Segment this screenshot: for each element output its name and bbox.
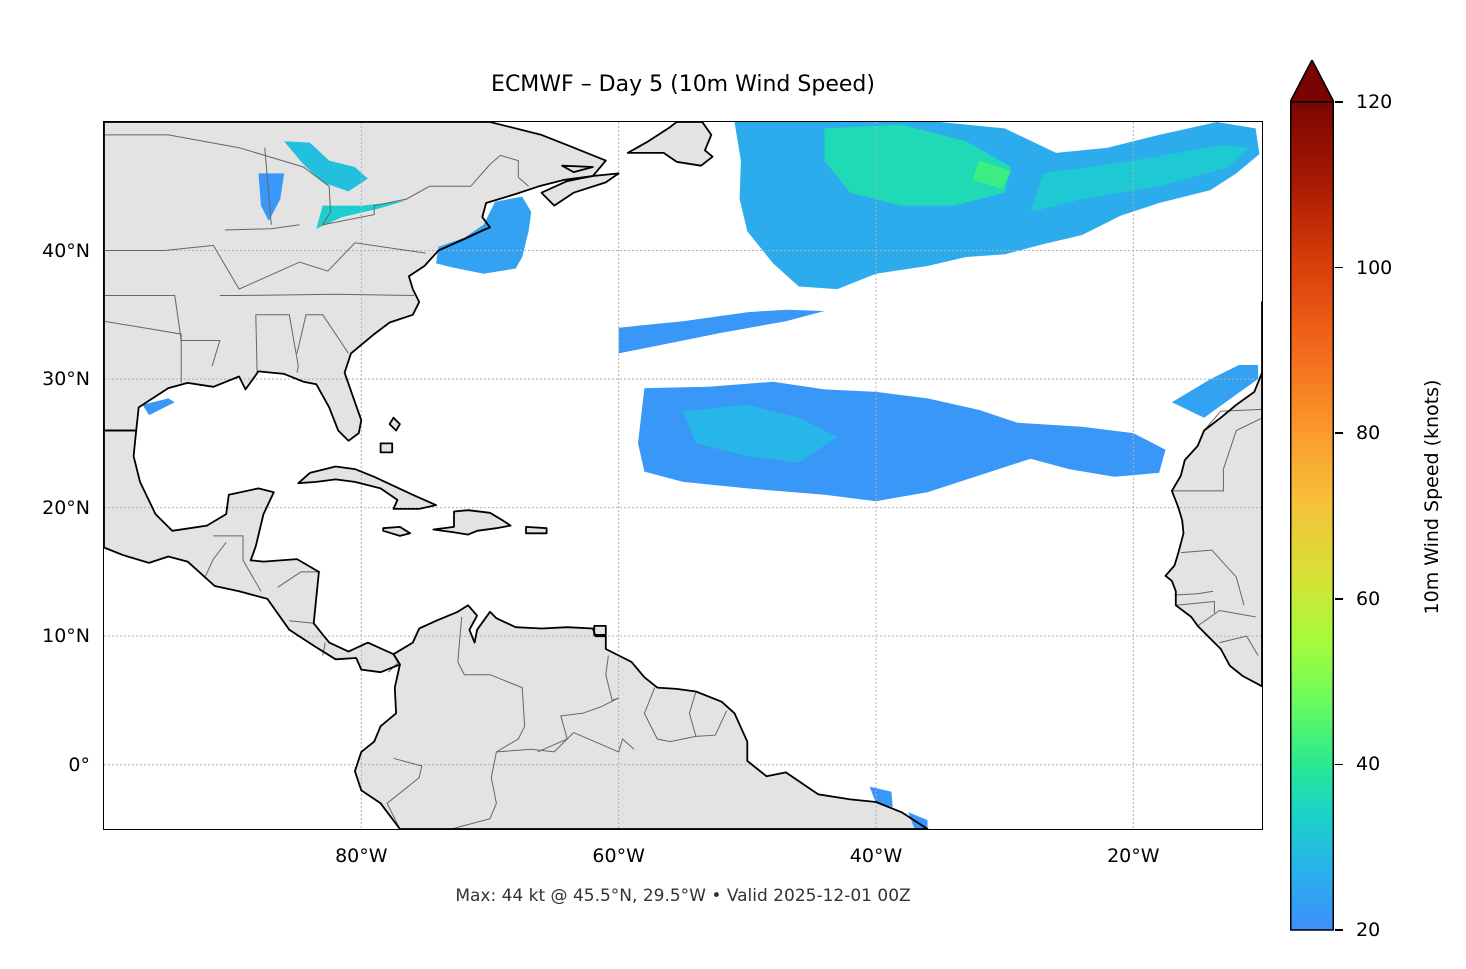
wind-region [258, 173, 285, 221]
border-line [1203, 408, 1262, 431]
coastline-africa [1164, 301, 1262, 688]
border-line [1219, 635, 1259, 656]
lon-tick-label: 80°W [335, 845, 388, 867]
border-line [1174, 590, 1214, 596]
colorbar-title: 10m Wind Speed (knots) [1421, 379, 1443, 615]
border-line [537, 655, 619, 753]
colorbar-tick-mark [1335, 763, 1343, 766]
wind-region [142, 398, 175, 416]
border-line [104, 134, 529, 226]
wind-region [436, 196, 532, 274]
border-line [695, 710, 728, 737]
colorbar-gradient [1290, 101, 1334, 931]
chart-title: ECMWF – Day 5 (10m Wind Speed) [491, 72, 875, 97]
border-line [1171, 417, 1262, 492]
max-wind-footnote: Max: 44 kt @ 45.5°N, 29.5°W • Valid 2025… [455, 886, 911, 906]
colorbar-extend-max-arrow [1290, 60, 1334, 103]
lat-tick-label: 0° [68, 753, 90, 776]
colorbar-tick-label: 120 [1356, 91, 1393, 113]
land-newfoundland [627, 122, 713, 166]
coastline-trinidad [593, 624, 607, 636]
lat-tick-label: 10°N [42, 625, 90, 648]
border-line [451, 616, 526, 829]
coastline-mexico-central-america [104, 429, 401, 674]
coastlines [104, 122, 1262, 829]
coastline-bahamas-andros [379, 442, 394, 454]
border-line [219, 293, 415, 296]
map-canvas [104, 122, 1262, 829]
border-line [322, 642, 326, 656]
border-line [264, 147, 272, 225]
coastline-jamaica [382, 525, 412, 537]
border-line [277, 571, 321, 588]
wind-speed-layer [142, 122, 1260, 829]
lat-tick-label: 40°N [42, 239, 90, 262]
wind-region [1030, 145, 1250, 212]
political-borders [104, 134, 1262, 829]
lon-tick-label: 40°W [849, 845, 903, 867]
colorbar-tick-mark [1335, 432, 1343, 434]
land-nova-scotia [541, 173, 619, 206]
lon-tick-label: 20°W [1107, 845, 1160, 867]
wind-region [683, 404, 838, 463]
land-mexico-central-america [104, 430, 400, 673]
lon-tick-label: 60°W [592, 845, 645, 867]
colorbar-tick-label: 60 [1356, 587, 1381, 610]
colorbar-tick-label: 80 [1356, 422, 1381, 445]
border-line [296, 314, 349, 354]
land-south-america [354, 605, 928, 829]
land-bahamas-andros [380, 443, 393, 453]
border-line [242, 560, 262, 592]
wind-region [284, 141, 368, 192]
coastline-south-america [353, 604, 929, 829]
border-line [1197, 609, 1256, 627]
border-line [386, 757, 423, 829]
colorbar-tick-mark [1335, 598, 1343, 600]
border-line [1175, 600, 1215, 613]
lat-tick-label: 20°N [42, 496, 90, 519]
border-line [643, 687, 697, 743]
coastline-newfoundland [626, 122, 714, 167]
border-line [1180, 549, 1245, 606]
coastline-pei [561, 164, 594, 173]
wind-region [316, 200, 407, 229]
border-line [255, 314, 299, 373]
colorbar [1290, 60, 1334, 931]
wind-region [1171, 365, 1259, 418]
border-line [213, 535, 244, 561]
border-line [104, 320, 182, 383]
land-cuba [298, 466, 436, 509]
land-trinidad [594, 625, 606, 635]
coastline-north-america [104, 122, 607, 442]
coastline-puerto-rico [525, 525, 548, 535]
colorbar-tick-label: 40 [1356, 753, 1381, 776]
map-area [104, 122, 1262, 829]
colorbar-tick-mark [1335, 929, 1343, 931]
colorbar-tick-mark [1335, 101, 1343, 103]
land-africa [1165, 302, 1262, 687]
colorbar-tick-label: 100 [1356, 256, 1393, 279]
border-line [104, 242, 426, 290]
coastline-cuba [297, 465, 437, 510]
lat-tick-label: 30°N [42, 368, 90, 391]
border-line [496, 732, 635, 753]
border-line [203, 541, 227, 579]
coastline-hispaniola [432, 509, 512, 536]
wind-region [972, 160, 1012, 189]
border-line [224, 224, 300, 231]
colorbar-tick-label: 20 [1356, 919, 1381, 941]
land-north-america [104, 122, 606, 441]
wind-region [824, 124, 1012, 206]
coastline-nova-scotia [540, 172, 620, 207]
coastline-bahamas-abaco [388, 416, 401, 432]
wind-region [869, 786, 893, 808]
wind-region [734, 122, 1260, 290]
border-line [289, 620, 314, 624]
colorbar-tick-mark [1335, 266, 1343, 269]
wind-region [618, 309, 825, 354]
